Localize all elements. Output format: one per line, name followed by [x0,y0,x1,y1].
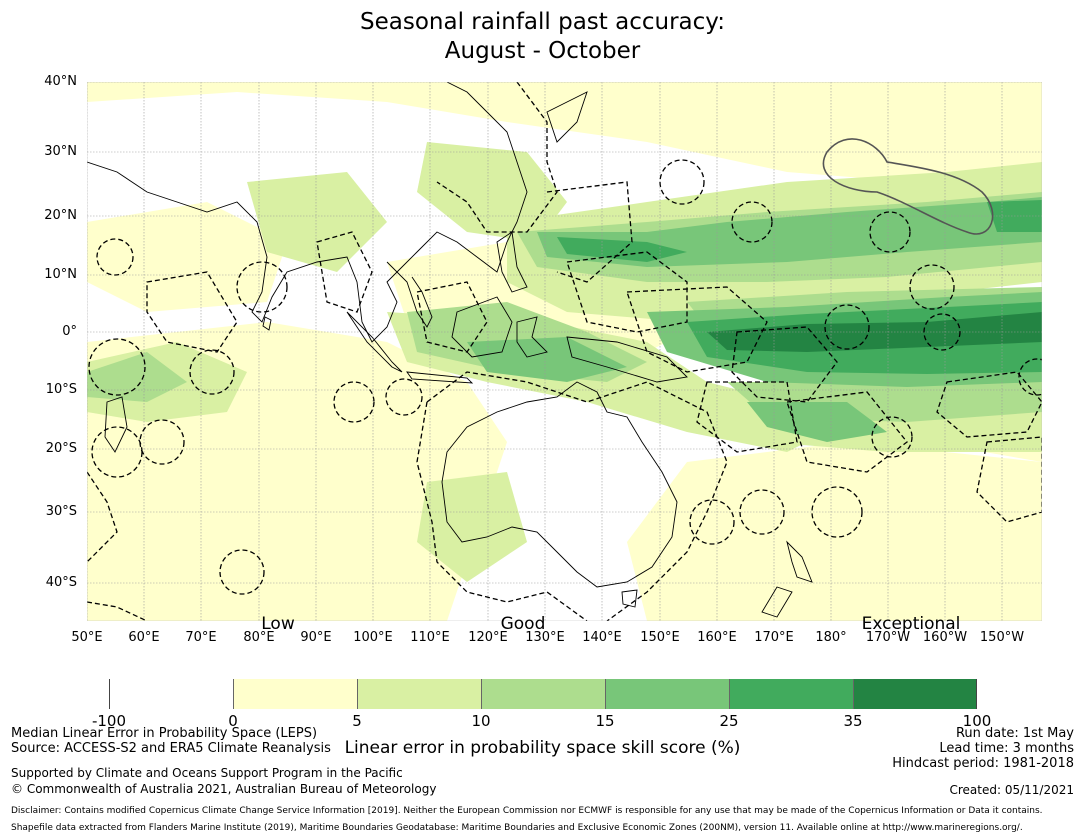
footer-copyright: © Commonwealth of Australia 2021, Austra… [11,782,437,796]
eez-boundaries [87,82,1042,621]
map-title-line2: August - October [444,38,641,64]
footer-source: Source: ACCESS-S2 and ERA5 Climate Reana… [11,741,331,756]
footer-support: Supported by Climate and Oceans Support … [11,766,403,780]
colorbar-tick-35: 35 [843,712,863,730]
lat-label-30s: 30°S [45,504,77,519]
colorbar-label: Linear error in probability space skill … [344,738,741,758]
footer-disclaimer: Disclaimer: Contains modified Copernicus… [11,806,1043,816]
map-title-line1: Seasonal rainfall past accuracy: [360,9,725,35]
hawaii-eez-outline [822,138,994,235]
colorbar-tick-100: 100 [962,712,992,730]
lon-label-70e: 70°E [185,630,217,645]
lon-label-60e: 60°E [128,630,160,645]
lat-label-20s: 20°S [45,441,77,456]
lon-label-50e: 50°E [71,630,103,645]
colorbar-swatch-0 [110,679,234,709]
footer-method: Median Linear Error in Probability Space… [11,726,318,741]
colorbar-swatch-4 [606,679,730,709]
colorbar-swatch-2 [358,679,482,709]
colorbar-tick-0: 0 [228,712,238,730]
lon-label-160e: 160°E [697,630,737,645]
skill-label-exceptional: Exceptional [861,614,961,634]
colorbar-swatch-6 [854,679,976,709]
colorbar-tick-25: 25 [719,712,739,730]
footer-hindcast: Hindcast period: 1981-2018 [892,756,1074,771]
lat-label-10n: 10°N [44,267,77,282]
colorbar-tick-neg100: -100 [91,712,127,730]
lon-label-90e: 90°E [300,630,332,645]
lat-label-40s: 40°S [45,575,77,590]
colorbar-tick-15: 15 [595,712,615,730]
lon-label-170w: 170°W [865,630,911,645]
lat-label-20n: 20°N [44,208,77,223]
lat-label-40n: 40°N [44,74,77,89]
colorbar-swatch-1 [234,679,358,709]
footer-created: Created: 05/11/2021 [949,783,1074,797]
lat-label-10s: 10°S [45,382,77,397]
lon-label-180: 180° [815,630,847,645]
colorbar-swatch-5 [730,679,854,709]
colorbar-tick-5: 5 [352,712,362,730]
lon-label-150w: 150°W [979,630,1025,645]
lat-label-0: 0° [62,324,77,339]
colorbar-swatch-3 [482,679,606,709]
footer-lead-time: Lead time: 3 months [939,741,1074,756]
lon-label-130e: 130°E [525,630,565,645]
lon-label-80e: 80°E [243,630,275,645]
lon-label-110e: 110°E [410,630,450,645]
skill-label-good: Good [500,614,546,634]
skill-label-low: Low [261,614,295,634]
lon-label-160w: 160°W [922,630,968,645]
colorbar-tick-10: 10 [471,712,491,730]
footer-run-date: Run date: 1st May [955,726,1074,741]
lon-label-140e: 140°E [582,630,622,645]
lat-label-30n: 30°N [44,144,77,159]
footer-shapefile-credit: Shapefile data extracted from Flanders M… [11,823,1023,833]
lon-label-100e: 100°E [353,630,393,645]
lon-label-170e: 170°E [754,630,794,645]
lon-label-150e: 150°E [640,630,680,645]
skill-map [87,82,1042,621]
lon-label-120e: 120°E [468,630,508,645]
